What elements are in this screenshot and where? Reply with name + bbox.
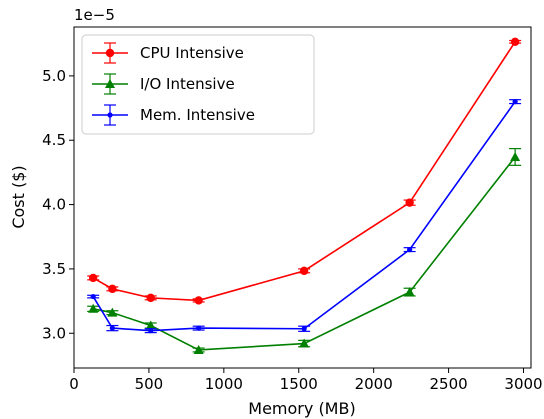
data-point <box>107 307 118 317</box>
data-point <box>301 326 307 332</box>
data-point <box>109 325 115 331</box>
legend-label: CPU Intensive <box>140 44 244 62</box>
x-tick-label: 3000 <box>504 375 542 393</box>
x-axis-label: Memory (MB) <box>248 399 355 418</box>
legend-label: Mem. Intensive <box>140 106 255 124</box>
x-tick-label: 1000 <box>205 375 243 393</box>
y-tick-label: 4.0 <box>42 196 66 214</box>
x-tick-label: 2500 <box>429 375 467 393</box>
series-line <box>93 156 516 351</box>
y-tick-label: 3.5 <box>42 260 66 278</box>
series-3 <box>87 99 522 334</box>
data-point <box>194 296 203 305</box>
data-point <box>90 293 96 300</box>
data-point <box>405 198 414 207</box>
y-axis-label: Cost ($) <box>9 165 28 228</box>
y-scale-label: 1e−5 <box>74 6 115 24</box>
plot-area <box>87 37 522 354</box>
data-point <box>299 338 310 348</box>
legend-marker <box>105 48 115 58</box>
legend-marker <box>105 79 115 88</box>
x-axis: 0 500 1000 1500 2000 2500 3000 <box>69 368 543 393</box>
data-point <box>88 303 99 313</box>
data-point <box>510 151 521 161</box>
data-point <box>88 273 98 283</box>
data-point <box>148 328 154 334</box>
data-point <box>196 325 202 331</box>
data-point <box>193 344 204 354</box>
plot-frame <box>73 26 532 369</box>
x-tick-label: 1500 <box>280 375 318 393</box>
x-tick-label: 0 <box>69 375 79 393</box>
data-point <box>407 247 413 253</box>
data-point <box>299 266 309 276</box>
data-point <box>108 284 117 294</box>
y-tick-label: 4.5 <box>42 131 66 149</box>
data-point <box>145 320 156 330</box>
data-point <box>404 287 415 297</box>
data-point <box>512 99 518 105</box>
legend-marker <box>107 112 113 118</box>
x-tick-label: 2000 <box>355 375 393 393</box>
series-2 <box>87 148 522 354</box>
y-tick-label: 5.0 <box>42 67 66 85</box>
legend: CPU Intensive I/O Intensive Mem. Intensive <box>81 34 315 135</box>
data-point <box>510 37 520 46</box>
y-tick-label: 3.0 <box>42 324 66 342</box>
legend-box <box>81 34 315 135</box>
y-axis: 3.0 3.5 4.0 4.5 5.0 <box>42 67 74 342</box>
legend-label: I/O Intensive <box>140 75 235 93</box>
x-tick-label: 500 <box>135 375 164 393</box>
data-point <box>146 293 155 303</box>
series-1 <box>87 37 522 305</box>
